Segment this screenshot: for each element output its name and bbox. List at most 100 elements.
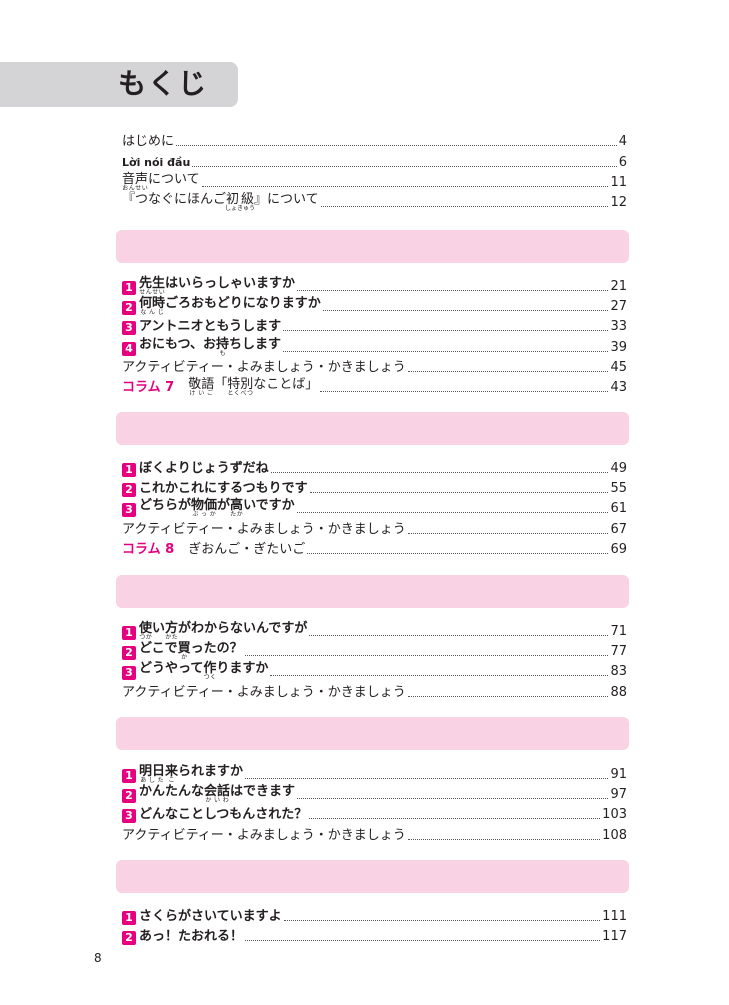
toc-entry[interactable]: はじめに 4 [122, 130, 627, 150]
entry-page: 71 [610, 624, 627, 639]
entry-title: どんなことしつもんされた？ [139, 807, 308, 823]
toc-entry[interactable]: 1 さくらがさいていますよ 111 [122, 905, 627, 925]
lesson-number-badge: 1 [122, 911, 136, 925]
entry-page: 4 [618, 134, 627, 149]
dot-leader [283, 330, 609, 332]
entry-page: 6 [618, 155, 627, 170]
furigana: けいご [188, 390, 215, 397]
furigana: かた [165, 634, 179, 641]
toc-entry[interactable]: 2 何時なんじごろおもどりになりますか 27 [122, 295, 627, 317]
entry-title: 『つなぐにほんご初級しょきゅう』について [122, 192, 319, 212]
toc-entry[interactable]: 2 どこで買かったの？ 77 [122, 640, 627, 662]
lesson-number-badge: 2 [122, 646, 136, 661]
furigana: こ [165, 777, 179, 784]
entry-page: 11 [610, 175, 627, 190]
toc-entry[interactable]: 4 おにもつ、お持もちします 39 [122, 336, 627, 356]
entry-page: 21 [610, 279, 627, 294]
furigana: ぶっか [191, 511, 218, 519]
toc-entry[interactable]: Lời nói đầu 6 [122, 151, 627, 171]
page-number: 8 [94, 951, 102, 965]
furigana-word: 使つか [139, 621, 153, 641]
toc-entry[interactable]: 3 どうやって作つくりますか 83 [122, 660, 627, 682]
entry-title: アクティビティー・よみましょう・かきましょう [122, 684, 406, 700]
entry-title: あっ！たおれる！ [139, 929, 244, 945]
dot-leader [320, 206, 609, 207]
entry-page: 33 [610, 319, 627, 335]
column-label: コラム 8 [122, 541, 175, 557]
toc-entry[interactable]: 2 あっ！たおれる！ 117 [122, 925, 627, 946]
toc-entry[interactable]: 2 これかこれにするつもりです 55 [122, 477, 627, 498]
furigana-word: 何時なんじ [139, 296, 166, 317]
furigana: か [177, 654, 191, 662]
dot-leader [192, 166, 617, 167]
dot-leader [407, 370, 609, 372]
toc-entry[interactable]: 3 アントニオともうします 33 [122, 315, 627, 336]
toc-entry[interactable]: アクティビティー・よみましょう・かきましょう 88 [122, 681, 627, 701]
lesson-number-badge: 1 [122, 463, 136, 477]
toc-entry[interactable]: 1 ぼくよりじょうずだね 49 [122, 457, 627, 477]
dot-leader [245, 778, 609, 779]
furigana: なんじ [139, 309, 166, 317]
entry-page: 43 [610, 380, 627, 395]
entry-title: どうやって作つくりますか [139, 661, 269, 682]
entry-page: 27 [610, 299, 627, 315]
furigana: も [215, 349, 229, 357]
unit-header-band [116, 230, 629, 263]
dot-leader [297, 798, 609, 800]
entry-title: これかこれにするつもりです [139, 481, 308, 497]
toc-entry[interactable]: 3 どんなことしつもんされた？ 103 [122, 803, 627, 824]
furigana-word: 音声おんせい [122, 172, 149, 192]
lesson-number-badge: 1 [122, 626, 136, 640]
entry-title: おにもつ、お持もちします [139, 336, 281, 357]
entry-page: 108 [602, 827, 627, 843]
unit-header-band [116, 575, 629, 608]
lesson-number-badge: 3 [122, 666, 136, 681]
dot-leader [407, 532, 609, 534]
furigana: たか [230, 511, 244, 519]
furigana: しょきゅう [225, 205, 256, 212]
lesson-number-badge: 3 [122, 809, 136, 824]
toc-entry[interactable]: 『つなぐにほんご初級しょきゅう』について 12 [122, 191, 627, 212]
toc-entry[interactable]: アクティビティー・よみましょう・かきましょう 67 [122, 518, 627, 538]
entry-title: ぎおんご・ぎたいご [188, 541, 306, 557]
entry-title: 先生せんせいはいらっしゃいますか [139, 276, 296, 296]
toc-entry[interactable]: コラム 7 敬語けいご「特別とくべつなことば」 43 [122, 376, 627, 397]
entry-title: アクティビティー・よみましょう・かきましょう [122, 827, 406, 843]
dot-leader [270, 675, 609, 677]
toc-entry[interactable]: コラム 8 ぎおんご・ぎたいご 69 [122, 538, 627, 558]
dot-leader [407, 838, 601, 840]
entry-title: どちらが物価ぶっかが高たかいですか [139, 498, 295, 519]
entry-title: アントニオともうします [139, 319, 282, 335]
dot-leader [309, 492, 609, 494]
entry-page: 91 [610, 767, 627, 782]
dot-leader [245, 940, 601, 942]
dot-leader [307, 552, 609, 554]
furigana: あした [139, 777, 166, 784]
toc-entry[interactable]: アクティビティー・よみましょう・かきましょう 45 [122, 356, 627, 376]
lesson-number-badge: 4 [122, 341, 136, 356]
toc-entry[interactable]: 1 先生せんせいはいらっしゃいますか 21 [122, 275, 627, 296]
dot-leader [407, 695, 609, 697]
lesson-number-badge: 2 [122, 931, 136, 946]
entry-page: 111 [602, 909, 627, 924]
dot-leader [201, 186, 609, 187]
toc-entry[interactable]: 1 明日あした来こられますか 91 [122, 763, 627, 784]
toc-entry[interactable]: 2 かんたんな会話かいわはできます 97 [122, 783, 627, 805]
entry-page: 77 [610, 644, 627, 660]
lesson-number-badge: 2 [122, 301, 136, 316]
lesson-number-badge: 1 [122, 281, 136, 295]
lesson-number-badge: 1 [122, 769, 136, 783]
furigana-word: 明日あした [139, 764, 166, 784]
toc-entry[interactable]: 音声おんせいについて 11 [122, 171, 627, 192]
toc-entry[interactable]: 1 使つかい方かたがわからないんですが 71 [122, 620, 627, 641]
dot-leader [320, 391, 609, 392]
entry-page: 97 [610, 787, 627, 803]
entry-title: アクティビティー・よみましょう・かきましょう [122, 359, 406, 375]
toc-entry[interactable]: 3 どちらが物価ぶっかが高たかいですか 61 [122, 497, 627, 519]
furigana-word: 方かた [165, 621, 179, 641]
furigana: とくべつ [227, 390, 254, 397]
furigana-word: 会話かいわ [204, 784, 231, 805]
entry-title: 音声おんせいについて [122, 172, 200, 192]
toc-entry[interactable]: アクティビティー・よみましょう・かきましょう 108 [122, 824, 627, 844]
furigana-word: 来こ [165, 764, 179, 784]
